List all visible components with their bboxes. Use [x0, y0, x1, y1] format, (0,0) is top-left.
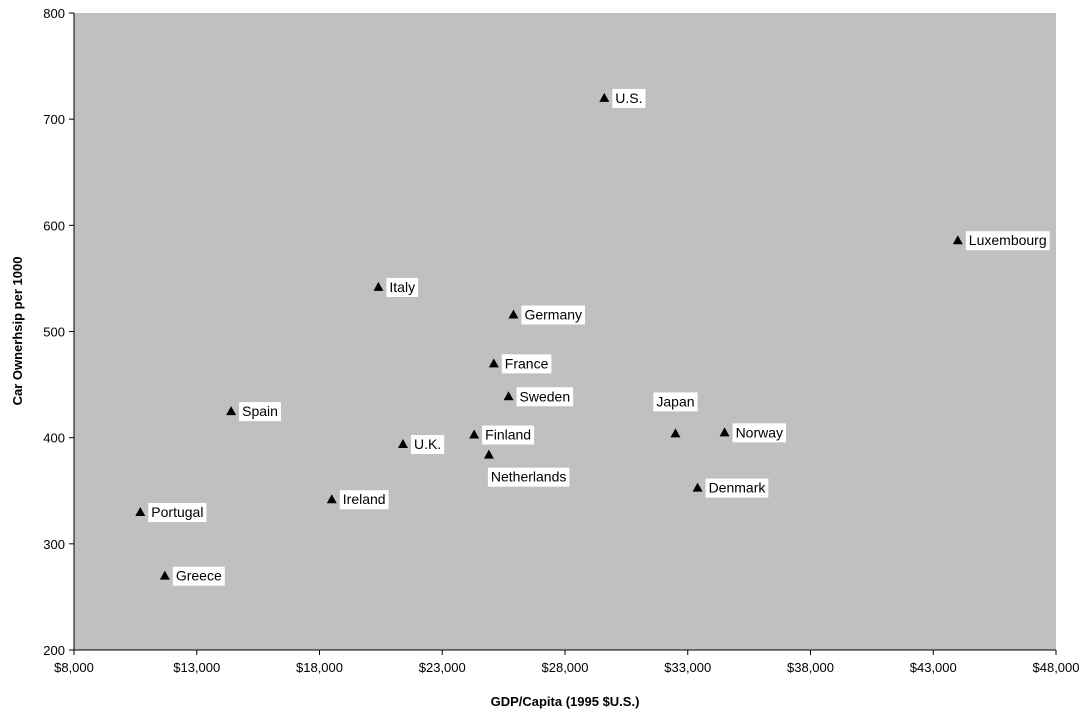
- point-label: U.K.: [414, 436, 441, 452]
- axes: 200 300 400 500 600 700 800 $8,000 $13,000 $18,00…: [43, 6, 1079, 675]
- x-tick-label: $13,000: [173, 660, 220, 675]
- data-point: Japan: [653, 392, 698, 438]
- x-tick-label: $18,000: [296, 660, 343, 675]
- point-label-background: [732, 423, 787, 443]
- data-point: U.S.: [599, 88, 646, 108]
- triangle-marker: [373, 281, 384, 291]
- y-tick-label: 400: [43, 431, 65, 446]
- point-label: Germany: [524, 307, 582, 323]
- point-label: U.S.: [615, 90, 642, 106]
- data-point: Denmark: [692, 478, 769, 498]
- x-tick-label: $48,000: [1033, 660, 1080, 675]
- point-label: Greece: [176, 568, 222, 584]
- point-label: Ireland: [343, 491, 386, 507]
- point-label-background: [653, 392, 698, 412]
- data-point: Italy: [373, 277, 419, 297]
- plot-area: [74, 13, 1056, 650]
- y-axis-title: Car Ownerhsip per 1000: [10, 257, 25, 406]
- data-point: Greece: [159, 566, 225, 586]
- point-label-background: [386, 277, 419, 297]
- y-tick-label: 500: [43, 325, 65, 340]
- triangle-marker: [326, 494, 337, 504]
- x-tick-label: $43,000: [910, 660, 957, 675]
- data-point: Sweden: [503, 387, 574, 407]
- x-axis-title: GDP/Capita (1995 $U.S.): [491, 694, 640, 709]
- data-point: Portugal: [135, 502, 207, 522]
- y-tick-label: 300: [43, 537, 65, 552]
- triangle-marker: [952, 235, 963, 245]
- triangle-marker: [483, 449, 494, 459]
- point-label-background: [339, 490, 389, 510]
- data-point: Germany: [508, 305, 586, 325]
- point-label: Japan: [656, 393, 694, 409]
- triangle-marker: [397, 439, 408, 449]
- x-tick-label: $33,000: [664, 660, 711, 675]
- point-label: Italy: [389, 279, 415, 295]
- triangle-marker: [469, 429, 480, 439]
- triangle-marker: [670, 428, 681, 438]
- triangle-marker: [159, 570, 170, 580]
- point-label: Denmark: [709, 480, 767, 496]
- point-label-background: [965, 231, 1050, 251]
- data-point: France: [488, 354, 552, 374]
- triangle-marker: [135, 506, 146, 516]
- triangle-marker: [488, 358, 499, 368]
- data-point: U.K.: [397, 435, 445, 455]
- triangle-marker: [508, 309, 519, 319]
- y-tick-label: 600: [43, 218, 65, 233]
- point-label-background: [612, 88, 646, 108]
- y-tick-label: 800: [43, 6, 65, 21]
- data-point: Ireland: [326, 490, 389, 510]
- triangle-marker: [503, 391, 514, 401]
- y-tick-label: 200: [43, 643, 65, 658]
- point-label-background: [482, 425, 535, 445]
- x-tick-label: $8,000: [54, 660, 94, 675]
- x-tick-label: $28,000: [542, 660, 589, 675]
- point-label-background: [487, 467, 570, 487]
- point-label-background: [172, 566, 225, 586]
- point-label: France: [505, 355, 549, 371]
- data-point: Luxembourg: [952, 231, 1050, 251]
- point-label: Luxembourg: [969, 232, 1047, 248]
- point-label-background: [705, 478, 769, 498]
- triangle-marker: [226, 406, 237, 416]
- point-label: Finland: [485, 426, 531, 442]
- point-label-background: [501, 354, 552, 374]
- point-label-background: [521, 305, 586, 325]
- point-label-background: [148, 502, 207, 522]
- data-point: Finland: [469, 425, 535, 445]
- point-label: Norway: [736, 424, 783, 440]
- triangle-marker: [599, 92, 610, 102]
- point-label: Sweden: [520, 388, 571, 404]
- point-label: Netherlands: [491, 469, 567, 485]
- triangle-marker: [719, 427, 730, 437]
- data-point: Spain: [226, 402, 281, 422]
- x-tick-label: $23,000: [419, 660, 466, 675]
- data-point: Netherlands: [483, 449, 570, 487]
- x-tick-label: $38,000: [787, 660, 834, 675]
- data-points: U.S. Luxembourg Italy Germany France Sweden Sp…: [135, 88, 1050, 586]
- point-label: Spain: [242, 403, 278, 419]
- point-label-background: [410, 435, 445, 455]
- point-label-background: [239, 402, 281, 422]
- point-label-background: [516, 387, 574, 407]
- data-point: Norway: [719, 423, 787, 443]
- triangle-marker: [692, 482, 703, 492]
- y-tick-label: 700: [43, 112, 65, 127]
- point-label: Portugal: [151, 504, 203, 520]
